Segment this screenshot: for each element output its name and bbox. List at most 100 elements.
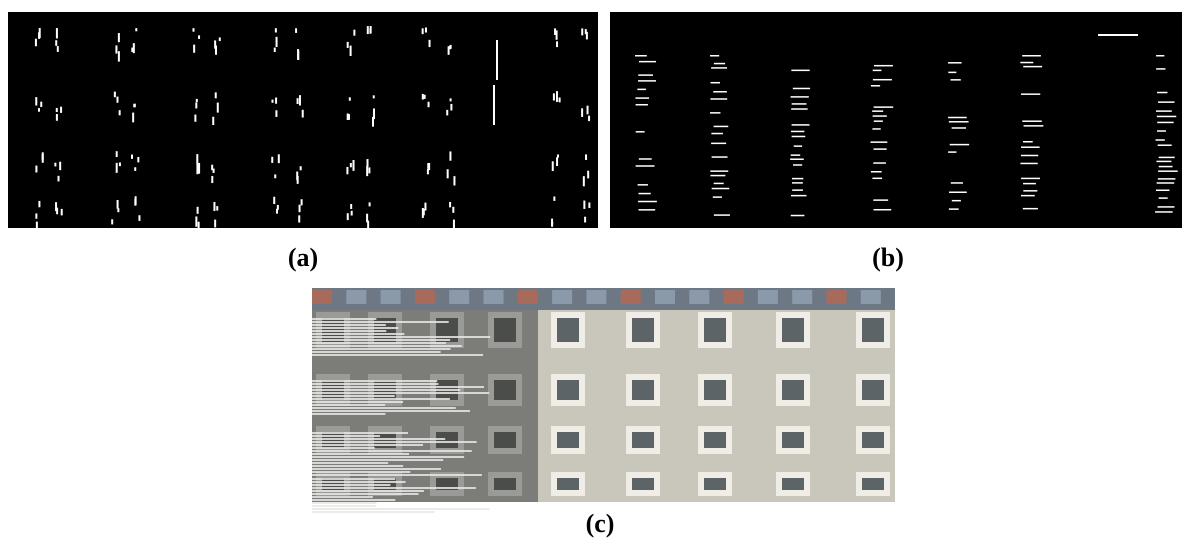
streak xyxy=(312,478,395,480)
texture-stroke xyxy=(1158,101,1174,103)
texture-stroke xyxy=(791,215,805,217)
window xyxy=(862,318,884,342)
texture-stroke xyxy=(211,165,213,171)
texture-stroke xyxy=(198,35,200,39)
texture-stroke xyxy=(1158,178,1176,180)
streak xyxy=(312,401,403,403)
texture-stroke xyxy=(794,145,802,147)
streak xyxy=(312,324,386,326)
texture-stroke xyxy=(585,29,587,34)
window xyxy=(704,318,726,342)
texture-stroke xyxy=(347,42,349,48)
texture-stroke xyxy=(55,202,57,211)
texture-stroke xyxy=(949,121,969,123)
texture-stroke xyxy=(552,161,554,171)
texture-stroke xyxy=(111,219,113,224)
roof-tile xyxy=(655,290,675,304)
streak xyxy=(312,398,450,400)
texture-stroke xyxy=(134,167,136,171)
texture-stroke xyxy=(450,104,452,111)
texture-stroke xyxy=(1157,122,1173,124)
texture-stroke xyxy=(373,95,375,98)
streak xyxy=(312,330,386,332)
texture-stroke xyxy=(446,110,448,116)
window xyxy=(782,380,804,400)
roof-tile xyxy=(827,290,847,304)
texture-stroke xyxy=(453,176,455,185)
texture-stroke xyxy=(61,209,63,216)
window xyxy=(782,432,804,448)
texture-stroke xyxy=(556,157,558,166)
texture-stroke xyxy=(56,108,58,112)
streak xyxy=(312,496,373,498)
roof-tile xyxy=(346,290,366,304)
texture-stroke xyxy=(638,193,650,195)
texture-stroke xyxy=(1023,190,1037,192)
texture-stroke xyxy=(584,217,586,223)
texture-stroke xyxy=(1156,110,1172,112)
texture-stroke xyxy=(367,26,369,34)
roof-tile xyxy=(484,290,504,304)
texture-stroke xyxy=(791,108,807,110)
texture-stroke xyxy=(1023,208,1038,210)
window xyxy=(494,380,516,400)
texture-stroke xyxy=(450,98,452,101)
window xyxy=(782,318,804,342)
texture-stroke xyxy=(951,182,963,184)
texture-stroke xyxy=(427,163,429,168)
texture-stroke xyxy=(138,215,140,221)
texture-stroke xyxy=(1020,62,1033,64)
texture-stroke xyxy=(1156,139,1165,141)
texture-stroke xyxy=(276,37,278,47)
texture-stroke xyxy=(38,108,40,112)
texture-stroke xyxy=(39,28,41,38)
roof-tile xyxy=(758,290,778,304)
streak xyxy=(312,432,408,434)
texture-stroke xyxy=(278,154,280,163)
texture-stroke xyxy=(710,175,725,177)
texture-stroke xyxy=(1156,161,1171,163)
streak xyxy=(312,351,441,353)
panel-a-image xyxy=(8,12,598,228)
texture-stroke xyxy=(1157,130,1166,132)
texture-stroke xyxy=(713,91,727,93)
texture-stroke xyxy=(135,196,137,205)
texture-stroke xyxy=(950,144,969,146)
texture-stroke xyxy=(369,202,371,206)
texture-stroke xyxy=(114,92,116,98)
texture-stroke xyxy=(422,28,424,34)
texture-stroke xyxy=(711,143,726,145)
texture-stroke xyxy=(274,174,276,178)
streak xyxy=(312,453,409,455)
texture-stroke xyxy=(36,222,38,229)
texture-stroke xyxy=(871,85,880,87)
texture-stroke xyxy=(711,133,723,135)
texture-stroke xyxy=(1156,55,1164,57)
texture-stroke xyxy=(1021,93,1040,95)
streak xyxy=(312,318,376,320)
texture-stroke xyxy=(275,110,277,117)
texture-stroke xyxy=(873,199,888,201)
streak xyxy=(312,392,489,394)
texture-stroke xyxy=(710,112,720,114)
window xyxy=(557,478,579,490)
texture-stroke xyxy=(952,127,966,129)
texture-stroke xyxy=(55,40,57,46)
window xyxy=(632,478,654,490)
texture-stroke xyxy=(638,74,653,76)
streak xyxy=(312,348,451,350)
texture-stroke xyxy=(874,106,894,108)
texture-stroke xyxy=(195,102,197,108)
texture-stroke xyxy=(427,168,429,174)
texture-stroke xyxy=(1023,183,1036,185)
texture-stroke xyxy=(57,46,59,52)
streak xyxy=(312,450,472,452)
texture-stroke xyxy=(35,213,37,218)
texture-stroke xyxy=(297,176,299,184)
texture-stroke xyxy=(137,157,139,162)
texture-stroke xyxy=(214,220,216,228)
texture-stroke xyxy=(449,151,451,160)
streak xyxy=(312,487,476,489)
texture-stroke xyxy=(212,117,214,125)
texture-stroke xyxy=(948,151,956,153)
